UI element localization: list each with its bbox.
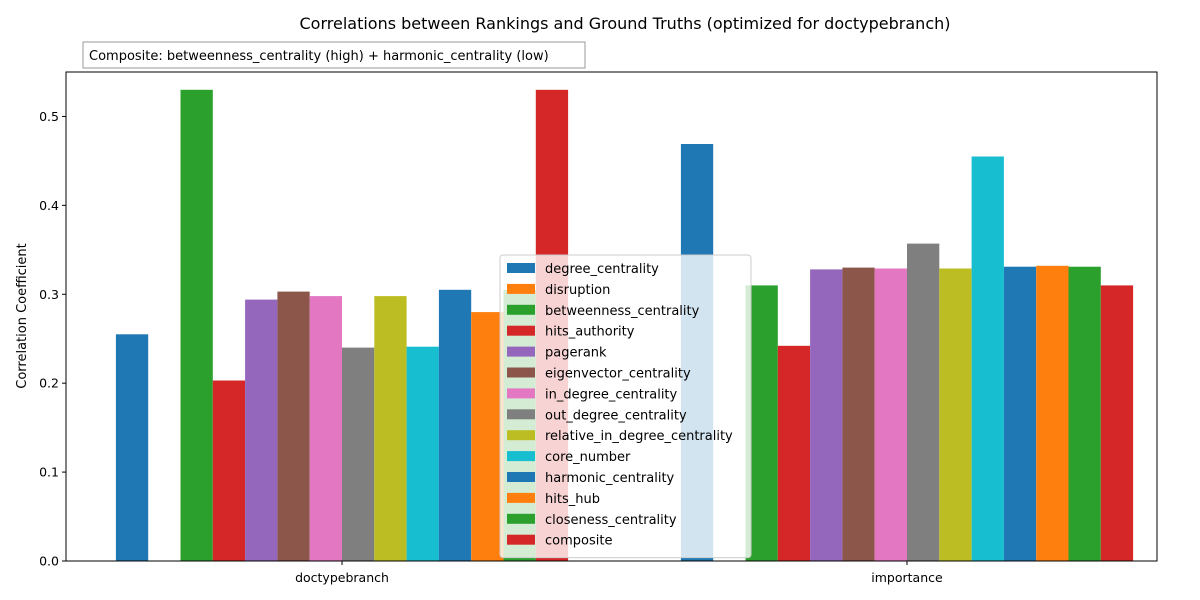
legend-swatch-pagerank xyxy=(507,346,535,357)
x-tick-label: doctypebranch xyxy=(295,570,389,585)
legend-box xyxy=(499,254,752,559)
bar-hits_hub-doctypebranch xyxy=(471,312,504,561)
annotation-box xyxy=(82,41,586,69)
bar-composite-importance xyxy=(1100,285,1134,561)
legend-label-in_degree_centrality: in_degree_centrality xyxy=(545,387,678,402)
bar-core_number-doctypebranch xyxy=(406,346,439,561)
legend-label-hits_hub: hits_hub xyxy=(545,492,600,507)
bar-core_number-importance xyxy=(971,156,1004,561)
legend-swatch-eigenvector_centrality xyxy=(507,367,535,378)
legend-swatch-disruption xyxy=(507,283,535,294)
y-tick-label: 0.1 xyxy=(39,465,59,480)
bar-in_degree_centrality-doctypebranch xyxy=(309,296,342,561)
x-tick-label: importance xyxy=(871,570,943,585)
legend-swatch-out_degree_centrality xyxy=(507,409,535,420)
legend-label-composite: composite xyxy=(545,534,612,549)
bar-hits_authority-importance xyxy=(777,345,811,561)
bar-eigenvector_centrality-importance xyxy=(842,267,875,561)
bar-out_degree_centrality-importance xyxy=(907,243,940,561)
y-axis: 0.0 0.1 0.2 0.3 0.4 0.5 xyxy=(39,109,66,569)
bar-eigenvector_centrality-doctypebranch xyxy=(277,291,310,561)
legend-label-out_degree_centrality: out_degree_centrality xyxy=(545,408,687,423)
bar-harmonic_centrality-doctypebranch xyxy=(438,289,472,561)
legend-swatch-hits_authority xyxy=(507,325,535,336)
legend-swatch-relative_in_degree_centrality xyxy=(507,430,535,441)
bar-out_degree_centrality-doctypebranch xyxy=(342,347,375,561)
bar-closeness_centrality-importance xyxy=(1068,266,1101,561)
legend-label-eigenvector_centrality: eigenvector_centrality xyxy=(545,367,691,382)
chart-title: Correlations between Rankings and Ground… xyxy=(299,14,950,33)
legend-label-harmonic_centrality: harmonic_centrality xyxy=(545,471,675,486)
annotation-text: Composite: betweenness_centrality (high)… xyxy=(89,49,549,64)
legend-label-closeness_centrality: closeness_centrality xyxy=(545,513,677,528)
bar-hits_hub-importance xyxy=(1036,265,1069,561)
legend-label-pagerank: pagerank xyxy=(545,346,607,361)
bar-betweenness_centrality-doctypebranch xyxy=(180,89,213,562)
y-tick-label: 0.0 xyxy=(39,554,59,569)
legend-swatch-betweenness_centrality xyxy=(507,304,535,315)
bar-hits_authority-doctypebranch xyxy=(212,380,246,561)
legend-swatch-hits_hub xyxy=(507,492,535,503)
legend-swatch-closeness_centrality xyxy=(507,513,535,524)
x-axis: doctypebranch importance xyxy=(295,561,943,585)
legend-label-degree_centrality: degree_centrality xyxy=(545,262,659,277)
bar-relative_in_degree_centrality-importance xyxy=(939,268,972,561)
legend: degree_centrality disruption betweenness_c… xyxy=(499,254,752,559)
bar-in_degree_centrality-importance xyxy=(874,268,907,561)
bar-harmonic_centrality-importance xyxy=(1003,266,1037,561)
bar-pagerank-importance xyxy=(810,269,843,561)
legend-label-core_number: core_number xyxy=(545,450,631,465)
legend-swatch-harmonic_centrality xyxy=(507,472,535,482)
composite-annotation: Composite: betweenness_centrality (high)… xyxy=(82,41,586,69)
y-tick-label: 0.5 xyxy=(39,109,59,124)
legend-label-betweenness_centrality: betweenness_centrality xyxy=(545,304,700,319)
bar-pagerank-doctypebranch xyxy=(245,299,278,561)
y-tick-label: 0.4 xyxy=(39,198,59,213)
legend-swatch-in_degree_centrality xyxy=(507,388,535,399)
legend-swatch-composite xyxy=(507,534,535,545)
y-tick-label: 0.3 xyxy=(39,287,59,302)
legend-label-disruption: disruption xyxy=(545,283,610,298)
legend-label-hits_authority: hits_authority xyxy=(545,325,635,340)
bar-relative_in_degree_centrality-doctypebranch xyxy=(374,296,407,561)
legend-label-relative_in_degree_centrality: relative_in_degree_centrality xyxy=(545,429,733,444)
plot-frame xyxy=(65,71,1158,562)
y-tick-label: 0.2 xyxy=(39,376,59,391)
legend-swatch-degree_centrality xyxy=(507,263,535,273)
y-axis-label: Correlation Coefficient xyxy=(15,243,30,389)
legend-swatch-core_number xyxy=(507,451,535,462)
bar-degree_centrality-doctypebranch xyxy=(115,334,149,561)
